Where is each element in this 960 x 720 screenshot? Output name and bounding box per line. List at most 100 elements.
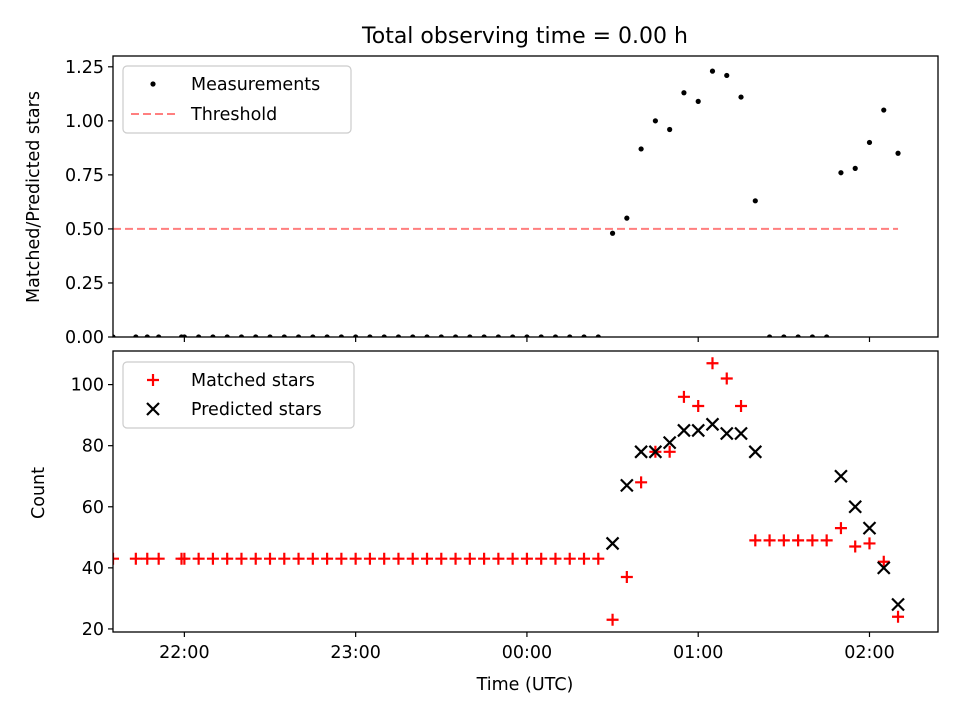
legend-predicted-marker	[146, 402, 160, 416]
measurement-point	[724, 72, 730, 79]
matched-star-point	[706, 357, 719, 370]
matched-star-point	[606, 613, 619, 626]
matched-star-point	[777, 534, 790, 547]
matched-star-point	[635, 476, 648, 489]
bottom-y-tick-label: 100	[71, 376, 104, 396]
matched-star-point	[392, 552, 405, 565]
matched-star-point	[749, 534, 762, 547]
top-y-tick-label: 0.50	[65, 220, 104, 240]
matched-star-point	[792, 534, 805, 547]
matched-star-point	[763, 534, 776, 547]
legend-measurement-marker	[150, 81, 156, 87]
measurement-point	[709, 68, 716, 74]
matched-star-point	[549, 552, 562, 565]
matched-star-point	[620, 571, 633, 584]
predicted-star-point	[677, 423, 691, 438]
measurement-point	[752, 198, 758, 204]
matched-star-point	[378, 552, 391, 565]
matched-star-point	[849, 540, 862, 553]
measurement-point	[895, 150, 901, 156]
matched-star-point	[863, 537, 876, 550]
top-panel: 0.00 0.25 0.50 0.75 1.00 1.25 Matched/Predict…	[24, 55, 939, 348]
predicted-star-point	[862, 521, 877, 535]
predicted-star-point	[634, 445, 648, 459]
predicted-star-point	[705, 417, 720, 432]
matched-star-point	[820, 534, 833, 547]
top-legend-box	[122, 65, 352, 134]
predicted-star-point	[734, 426, 748, 441]
predicted-star-point	[648, 445, 663, 459]
bottom-y-axis-label: Count	[29, 467, 49, 519]
legend-threshold-label: Threshold	[190, 105, 277, 125]
predicted-star-point	[876, 561, 891, 575]
legend-predicted-label: Predicted stars	[191, 400, 322, 420]
predicted-star-point	[891, 597, 905, 612]
matched-star-point	[178, 552, 191, 565]
matched-star-point	[278, 552, 291, 565]
matched-star-point	[152, 552, 165, 565]
predicted-star-point	[620, 478, 634, 493]
matched-star-point	[492, 552, 505, 565]
matched-star-point	[421, 552, 434, 565]
legend-matched-label: Matched stars	[191, 371, 315, 391]
matched-star-point	[321, 552, 334, 565]
predicted-star-point	[719, 426, 734, 441]
matched-star-point	[206, 552, 219, 565]
matched-star-point	[834, 522, 847, 535]
top-y-axis-label: Matched/Predicted stars	[24, 91, 44, 303]
top-plot-frame	[112, 55, 939, 338]
matched-star-point	[506, 552, 519, 565]
bottom-y-tick-label: 60	[82, 498, 104, 518]
matched-star-point	[435, 552, 448, 565]
predicted-star-point	[662, 435, 677, 450]
top-y-tick-label: 0.00	[65, 328, 104, 348]
matched-star-point	[141, 552, 154, 565]
matched-star-point	[735, 399, 748, 412]
matched-star-point	[892, 610, 905, 623]
matched-star-point	[264, 552, 277, 565]
matched-star-point	[235, 552, 248, 565]
matched-star-point	[720, 372, 733, 385]
legend-measurements-label: Measurements	[191, 75, 320, 95]
measurement-point	[624, 215, 630, 221]
matched-star-point	[249, 552, 262, 565]
matched-star-point	[449, 552, 462, 565]
matched-star-point	[113, 552, 119, 565]
x-tick-label: 23:00	[330, 643, 380, 663]
chart-title: Total observing time = 0.00 h	[361, 24, 688, 49]
top-y-tick-label: 0.75	[65, 166, 104, 186]
matched-star-point	[335, 552, 348, 565]
matched-star-point	[463, 552, 476, 565]
matched-star-point	[692, 399, 705, 412]
top-y-tick-label: 0.25	[65, 274, 104, 294]
matched-star-point	[221, 552, 234, 565]
measurement-point	[681, 90, 687, 96]
bottom-y-tick-label: 80	[82, 437, 104, 457]
x-axis-label: Time (UTC)	[476, 675, 574, 695]
top-y-tick-label: 1.00	[65, 112, 104, 132]
x-tick-label: 01:00	[673, 643, 723, 663]
predicted-star-point	[848, 499, 862, 514]
matched-star-point	[192, 552, 205, 565]
measurement-point	[738, 94, 744, 100]
matched-star-point	[578, 552, 591, 565]
matched-star-point	[520, 552, 533, 565]
x-tick-label: 22:00	[159, 643, 209, 663]
bottom-legend-box	[122, 361, 355, 429]
matched-star-point	[535, 552, 548, 565]
bottom-y-tick-label: 40	[82, 559, 104, 579]
predicted-star-point	[605, 536, 620, 551]
measurement-point	[866, 139, 873, 146]
measurement-point	[638, 146, 644, 152]
top-y-tick-label: 1.25	[65, 58, 104, 78]
bottom-legend: Matched stars Predicted stars	[122, 361, 355, 429]
bottom-plot-frame	[112, 350, 939, 633]
matched-star-point	[306, 552, 319, 565]
x-tick-label: 00:00	[502, 643, 552, 663]
matched-star-point	[563, 552, 576, 565]
matched-star-point	[877, 555, 890, 568]
predicted-star-point	[691, 423, 705, 438]
predicted-star-point	[748, 445, 763, 459]
matched-star-point	[478, 552, 491, 565]
